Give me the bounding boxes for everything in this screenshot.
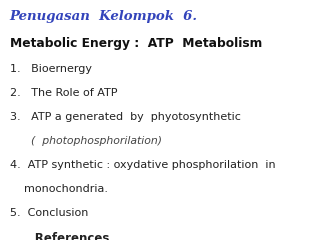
Text: Metabolic Energy :  ATP  Metabolism: Metabolic Energy : ATP Metabolism: [10, 37, 262, 50]
Text: Penugasan  Kelompok  6.: Penugasan Kelompok 6.: [10, 10, 198, 23]
Text: 2.   The Role of ATP: 2. The Role of ATP: [10, 88, 117, 98]
Text: monochondria.: monochondria.: [10, 184, 108, 194]
Text: 3.   ATP a generated  by  phyotosynthetic: 3. ATP a generated by phyotosynthetic: [10, 112, 240, 122]
Text: References: References: [10, 232, 109, 240]
Text: 1.   Bioernergy: 1. Bioernergy: [10, 64, 92, 74]
Text: 4.  ATP synthetic : oxydative phosphorilation  in: 4. ATP synthetic : oxydative phosphorila…: [10, 160, 275, 170]
Text: 5.  Conclusion: 5. Conclusion: [10, 208, 88, 218]
Text: (  photophosphorilation): ( photophosphorilation): [10, 136, 162, 146]
